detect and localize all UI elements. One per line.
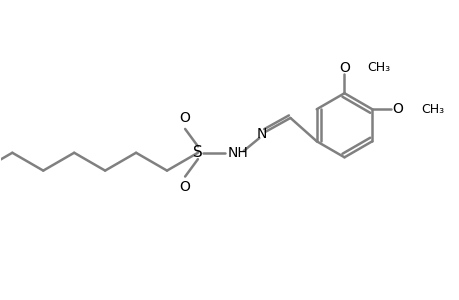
Text: O: O — [179, 111, 190, 125]
Text: O: O — [179, 180, 190, 194]
Text: N: N — [256, 127, 267, 140]
Text: O: O — [338, 61, 349, 75]
Text: CH₃: CH₃ — [420, 103, 443, 116]
Text: CH₃: CH₃ — [367, 61, 390, 74]
Text: NH: NH — [227, 146, 247, 160]
Text: O: O — [392, 102, 403, 116]
Text: S: S — [193, 145, 202, 160]
